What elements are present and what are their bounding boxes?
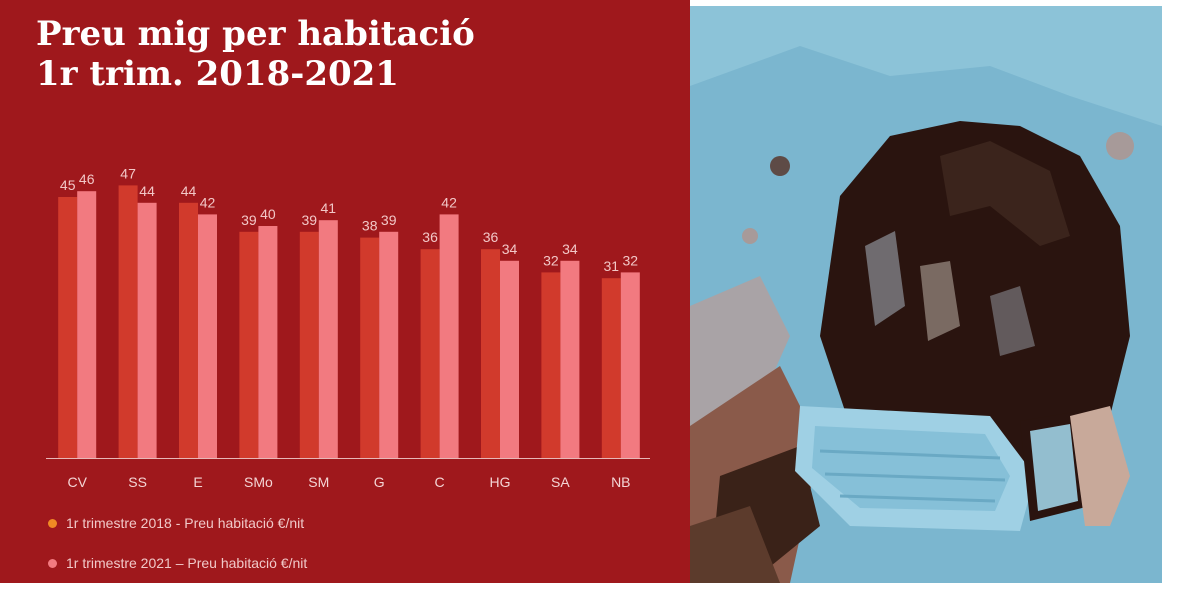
legend-dot-2018-icon xyxy=(48,518,57,528)
value-label-C-2018: 36 xyxy=(422,229,438,245)
value-label-NB-2018: 31 xyxy=(604,258,620,274)
bar-C-2018 xyxy=(420,249,440,458)
chart-title: Preu mig per habitació 1r trim. 2018-202… xyxy=(36,14,475,94)
bars-group xyxy=(58,185,640,458)
legend-label-2018: 1r trimestre 2018 - Preu habitació €/nit xyxy=(66,515,305,531)
category-label-SMo: SMo xyxy=(244,474,273,490)
category-label-NB: NB xyxy=(611,474,630,490)
value-label-G-2021: 39 xyxy=(381,212,397,228)
bar-HG-2021 xyxy=(500,260,519,458)
right-margin xyxy=(1162,0,1183,583)
chart-panel: Preu mig per habitació 1r trim. 2018-202… xyxy=(0,0,690,583)
value-label-G-2018: 38 xyxy=(362,218,378,234)
category-labels-group: CV SS E SMo SM G C HG SA NB xyxy=(67,474,630,490)
chart-title-line-1: Preu mig per habitació xyxy=(36,14,475,54)
category-label-G: G xyxy=(374,474,385,490)
bar-C-2021 xyxy=(439,214,459,458)
value-label-SS-2018: 47 xyxy=(120,165,136,181)
legend-label-2021: 1r trimestre 2021 – Preu habitació €/nit xyxy=(66,555,308,571)
bar-SS-2021 xyxy=(137,202,157,458)
value-label-SM-2021: 41 xyxy=(321,200,337,216)
legend-dot-2021-icon xyxy=(48,558,57,568)
value-label-SMo-2021: 40 xyxy=(260,206,276,222)
value-label-CV-2021: 46 xyxy=(79,171,95,187)
bar-SM-2021 xyxy=(318,220,338,458)
value-label-E-2018: 44 xyxy=(181,183,197,199)
value-label-E-2021: 42 xyxy=(200,194,216,210)
bar-SA-2018 xyxy=(541,272,561,458)
value-label-SA-2018: 32 xyxy=(543,252,559,268)
value-label-NB-2021: 32 xyxy=(623,252,639,268)
value-label-SA-2021: 34 xyxy=(562,241,578,257)
bar-E-2018 xyxy=(179,202,198,458)
category-label-C: C xyxy=(435,474,445,490)
value-label-SM-2018: 39 xyxy=(302,212,318,228)
value-label-SS-2021: 44 xyxy=(139,183,155,199)
chart-title-line-2: 1r trim. 2018-2021 xyxy=(36,54,399,94)
category-label-HG: HG xyxy=(490,474,511,490)
value-label-SMo-2018: 39 xyxy=(241,212,257,228)
bar-HG-2018 xyxy=(481,249,500,458)
legend-item-2021: 1r trimestre 2021 – Preu habitació €/nit xyxy=(48,554,307,572)
bar-CV-2021 xyxy=(77,191,97,458)
value-label-HG-2018: 36 xyxy=(483,229,499,245)
bar-E-2021 xyxy=(198,214,217,458)
bar-SMo-2021 xyxy=(258,226,278,458)
value-label-C-2021: 42 xyxy=(441,194,457,210)
legend: 1r trimestre 2018 - Preu habitació €/nit… xyxy=(48,514,307,594)
bar-SS-2018 xyxy=(118,185,138,458)
bar-SMo-2018 xyxy=(239,231,259,458)
bar-CV-2018 xyxy=(58,197,78,458)
category-label-SM: SM xyxy=(308,474,329,490)
bar-SM-2018 xyxy=(299,231,319,458)
category-label-SS: SS xyxy=(128,474,147,490)
category-label-CV: CV xyxy=(67,474,87,490)
legend-item-2018: 1r trimestre 2018 - Preu habitació €/nit xyxy=(48,514,307,532)
bar-NB-2018 xyxy=(601,278,621,458)
bar-SA-2021 xyxy=(560,260,580,458)
category-label-SA: SA xyxy=(551,474,570,490)
category-label-E: E xyxy=(193,474,202,490)
value-label-CV-2018: 45 xyxy=(60,177,76,193)
photo-face-mask xyxy=(690,6,1162,583)
value-label-HG-2021: 34 xyxy=(502,241,518,257)
bar-G-2021 xyxy=(379,231,399,458)
bar-NB-2021 xyxy=(620,272,640,458)
bar-G-2018 xyxy=(360,237,380,458)
